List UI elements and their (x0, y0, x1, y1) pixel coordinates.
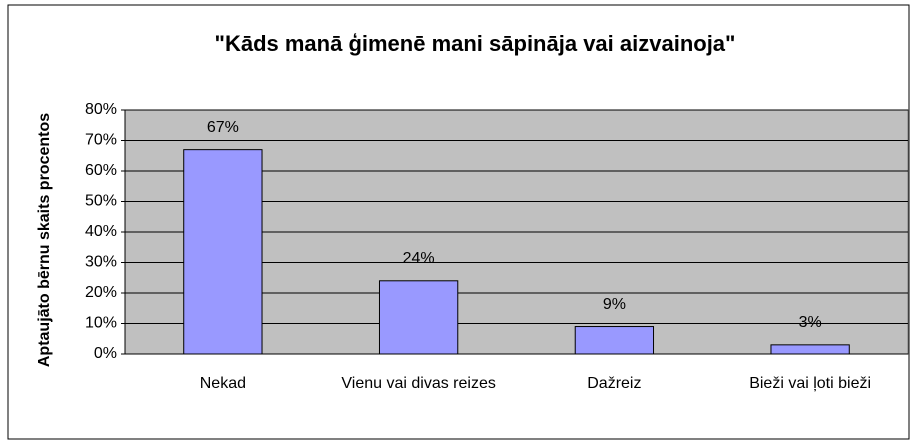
y-tick-label: 50% (85, 193, 117, 210)
x-tick-label: Bieži vai ļoti bieži (749, 375, 872, 392)
bar (183, 149, 263, 355)
value-label: 9% (603, 296, 626, 313)
bar (574, 326, 655, 355)
value-label: 3% (799, 314, 822, 331)
y-tick-label: 10% (85, 315, 117, 332)
x-tick-label: Vienu vai divas reizes (341, 375, 496, 392)
y-tick-label: 30% (85, 254, 117, 271)
bar (378, 280, 459, 355)
chart-title: "Kāds manā ģimenē mani sāpināja vai aizv… (215, 31, 736, 56)
x-tick-label: Nekad (199, 375, 246, 392)
value-label: 67% (207, 119, 239, 136)
y-tick-label: 0% (94, 345, 117, 362)
x-tick-label: Dažreiz (587, 375, 642, 392)
y-tick-label: 20% (85, 284, 117, 301)
y-tick-label: 40% (85, 223, 117, 240)
y-axis-label: Aptaujāto bērnu skaits procentos (36, 113, 53, 367)
bar (770, 344, 850, 355)
y-tick-label: 60% (85, 162, 117, 179)
value-label: 24% (403, 250, 435, 267)
y-tick-label: 80% (85, 101, 117, 118)
y-tick-label: 70% (85, 132, 117, 149)
